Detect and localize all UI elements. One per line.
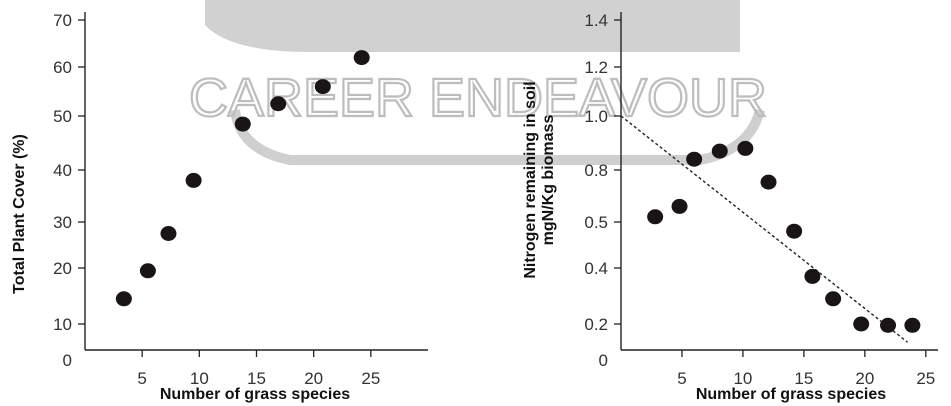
data-point: [671, 198, 688, 214]
y-tick-label: 70: [53, 11, 72, 30]
data-point: [853, 316, 870, 332]
x-tick-label: 25: [916, 369, 935, 388]
data-point: [115, 291, 132, 307]
y-ticks: 0 10 20 30 40 50 60 70: [53, 11, 85, 370]
y-ticks: 0 0.2 0.4 0.5 0.8 1.0 1.2 1.4: [584, 11, 621, 370]
watermark-swoosh: [205, 0, 740, 52]
data-point: [234, 116, 251, 132]
data-point: [760, 174, 777, 190]
y-tick-label: 0.2: [584, 315, 608, 334]
soil-nitrogen-chart: 0 0.2 0.4 0.5 0.8 1.0 1.2 1.4 5 10 15 20 25 Number …: [522, 11, 938, 403]
watermark-arc: [230, 108, 765, 165]
x-tick-label: 10: [733, 369, 752, 388]
data-point: [353, 50, 370, 66]
x-tick-label: 5: [137, 369, 146, 388]
y-tick-label: 50: [53, 107, 72, 126]
data-point: [686, 151, 703, 167]
data-point: [185, 172, 202, 188]
x-axis-label: Number of grass species: [160, 386, 350, 403]
y-tick-label: 40: [53, 161, 72, 180]
data-points: [647, 140, 921, 333]
y-tick-label: 0.5: [584, 213, 608, 232]
data-point: [314, 79, 331, 95]
x-ticks: 5 10 15 20 25: [137, 350, 380, 388]
data-point: [825, 291, 842, 307]
data-point: [711, 143, 728, 159]
data-point: [270, 96, 287, 112]
data-point: [904, 317, 921, 333]
data-point: [139, 263, 156, 279]
y-tick-label: 60: [53, 58, 72, 77]
x-axis-label: Number of grass species: [696, 386, 886, 403]
y-tick-label: 0: [599, 351, 608, 370]
data-point: [786, 223, 803, 239]
x-tick-label: 5: [677, 369, 686, 388]
y-tick-label: 1.0: [584, 107, 608, 126]
x-tick-label: 10: [190, 369, 209, 388]
y-axis-label: Total Plant Cover (%): [11, 134, 28, 294]
plant-cover-chart: 0 10 20 30 40 50 60 70 5 10 15 20 25 Number of gras…: [11, 11, 428, 403]
y-tick-label: 10: [53, 315, 72, 334]
data-point: [880, 317, 897, 333]
x-ticks: 5 10 15 20 25: [677, 350, 935, 388]
x-tick-label: 25: [361, 369, 380, 388]
y-tick-label: 0.8: [584, 161, 608, 180]
x-tick-label: 20: [304, 369, 323, 388]
y-tick-label: 0: [63, 351, 72, 370]
x-tick-label: 20: [855, 369, 874, 388]
trend-line: [620, 115, 908, 343]
data-point: [737, 140, 754, 156]
y-tick-label: 20: [53, 259, 72, 278]
data-points: [115, 50, 370, 307]
watermark: CAREER ENDEAVOUR: [188, 0, 768, 165]
data-point: [160, 226, 177, 241]
y-tick-label: 1.2: [584, 58, 608, 77]
x-tick-label: 15: [794, 369, 813, 388]
x-tick-label: 15: [247, 369, 266, 388]
y-tick-label: 0.4: [584, 259, 608, 278]
watermark-text: CAREER ENDEAVOUR: [189, 68, 767, 128]
data-point: [647, 209, 664, 225]
y-tick-label: 1.4: [584, 11, 608, 30]
y-tick-label: 30: [53, 213, 72, 232]
y-axis-label-line-1: Nitrogen remaining in soil: [522, 81, 539, 278]
y-axis-label-line-2: mgN/Kg biomass: [540, 115, 557, 246]
data-point: [804, 268, 821, 284]
